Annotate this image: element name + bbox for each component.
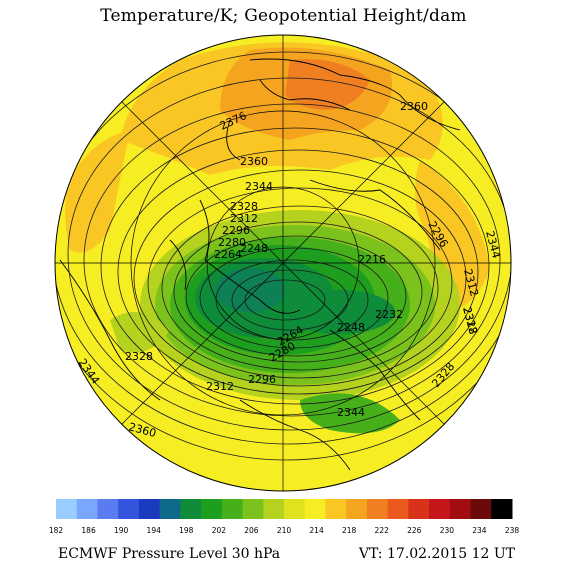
contour-label: 2232 [375, 308, 403, 321]
graticule [55, 35, 511, 491]
colorbar-tick-label: 230 [440, 526, 455, 535]
colorbar-swatch [491, 499, 513, 519]
colorbar-tick-label: 186 [81, 526, 96, 535]
colorbar-tick-label: 202 [212, 526, 227, 535]
colorbar-tick-label: 234 [472, 526, 487, 535]
contour-label: 2344 [337, 406, 365, 419]
colorbar-swatch [408, 499, 430, 519]
contour-label: 2296 [248, 373, 276, 386]
footer-level-label: ECMWF Pressure Level 30 hPa [58, 546, 281, 562]
colorbar-swatch [76, 499, 98, 519]
colorbar-ticks: 182 186 190 194 198 202 206 210 214 218 222 226 230 2… [49, 526, 520, 535]
map-border [54, 34, 512, 492]
colorbar-swatch [201, 499, 223, 519]
colorbar-swatch [56, 499, 78, 519]
colorbar-swatch [449, 499, 472, 519]
contour-label: 2280 [218, 236, 246, 249]
colorbar-swatch [242, 499, 264, 519]
contour-label: 2328 [230, 200, 258, 213]
colorbar-swatch [284, 499, 306, 519]
contour-label: 2264 [214, 248, 242, 261]
colorbar-tick-label: 222 [375, 526, 390, 535]
colorbar-tick-label: 206 [244, 526, 259, 535]
contour-labels: 2376 2360 2360 2344 2328 2312 2296 2280 … [76, 100, 503, 440]
colorbar-tick-label: 214 [309, 526, 324, 535]
contour-label: 2312 [230, 212, 258, 225]
footer-valid-time: VT: 17.02.2015 12 UT [358, 546, 515, 562]
contour-label: 2360 [240, 155, 268, 168]
colorbar-tick-label: 190 [114, 526, 129, 535]
contour-label: 2344 [245, 180, 273, 193]
colorbar-swatch [138, 499, 161, 519]
contour-label: 2360 [400, 100, 428, 113]
contour-label: 2296 [222, 224, 250, 237]
colorbar-tick-label: 218 [342, 526, 357, 535]
colorbar-swatch [346, 499, 368, 519]
colorbar-tick-label: 210 [277, 526, 292, 535]
colorbar-swatch [263, 499, 285, 519]
colorbar-swatch [366, 499, 389, 519]
colorbar-swatch [387, 499, 409, 519]
colorbar-swatch [325, 499, 347, 519]
colorbar-tick-label: 194 [147, 526, 162, 535]
colorbar [56, 499, 513, 519]
contour-label: 2248 [240, 242, 268, 255]
colorbar-swatch [180, 499, 202, 519]
contour-label: 2328 [125, 350, 153, 363]
height-contours [55, 35, 511, 461]
colorbar-swatch [304, 499, 326, 519]
contour-label: 2312 [206, 380, 234, 393]
colorbar-swatch [97, 499, 119, 519]
colorbar-swatch [118, 499, 140, 519]
colorbar-swatch [429, 499, 451, 519]
colorbar-tick-label: 182 [49, 526, 64, 535]
colorbar-swatch [470, 499, 492, 519]
colorbar-tick-label: 226 [407, 526, 422, 535]
contour-label: 2216 [358, 253, 386, 266]
colorbar-tick-label: 238 [505, 526, 520, 535]
map-title: Temperature/K; Geopotential Height/dam [100, 6, 467, 26]
colorbar-tick-label: 198 [179, 526, 194, 535]
colorbar-swatch [221, 499, 244, 519]
contour-label: 2248 [337, 321, 365, 334]
colorbar-swatch [159, 499, 181, 519]
